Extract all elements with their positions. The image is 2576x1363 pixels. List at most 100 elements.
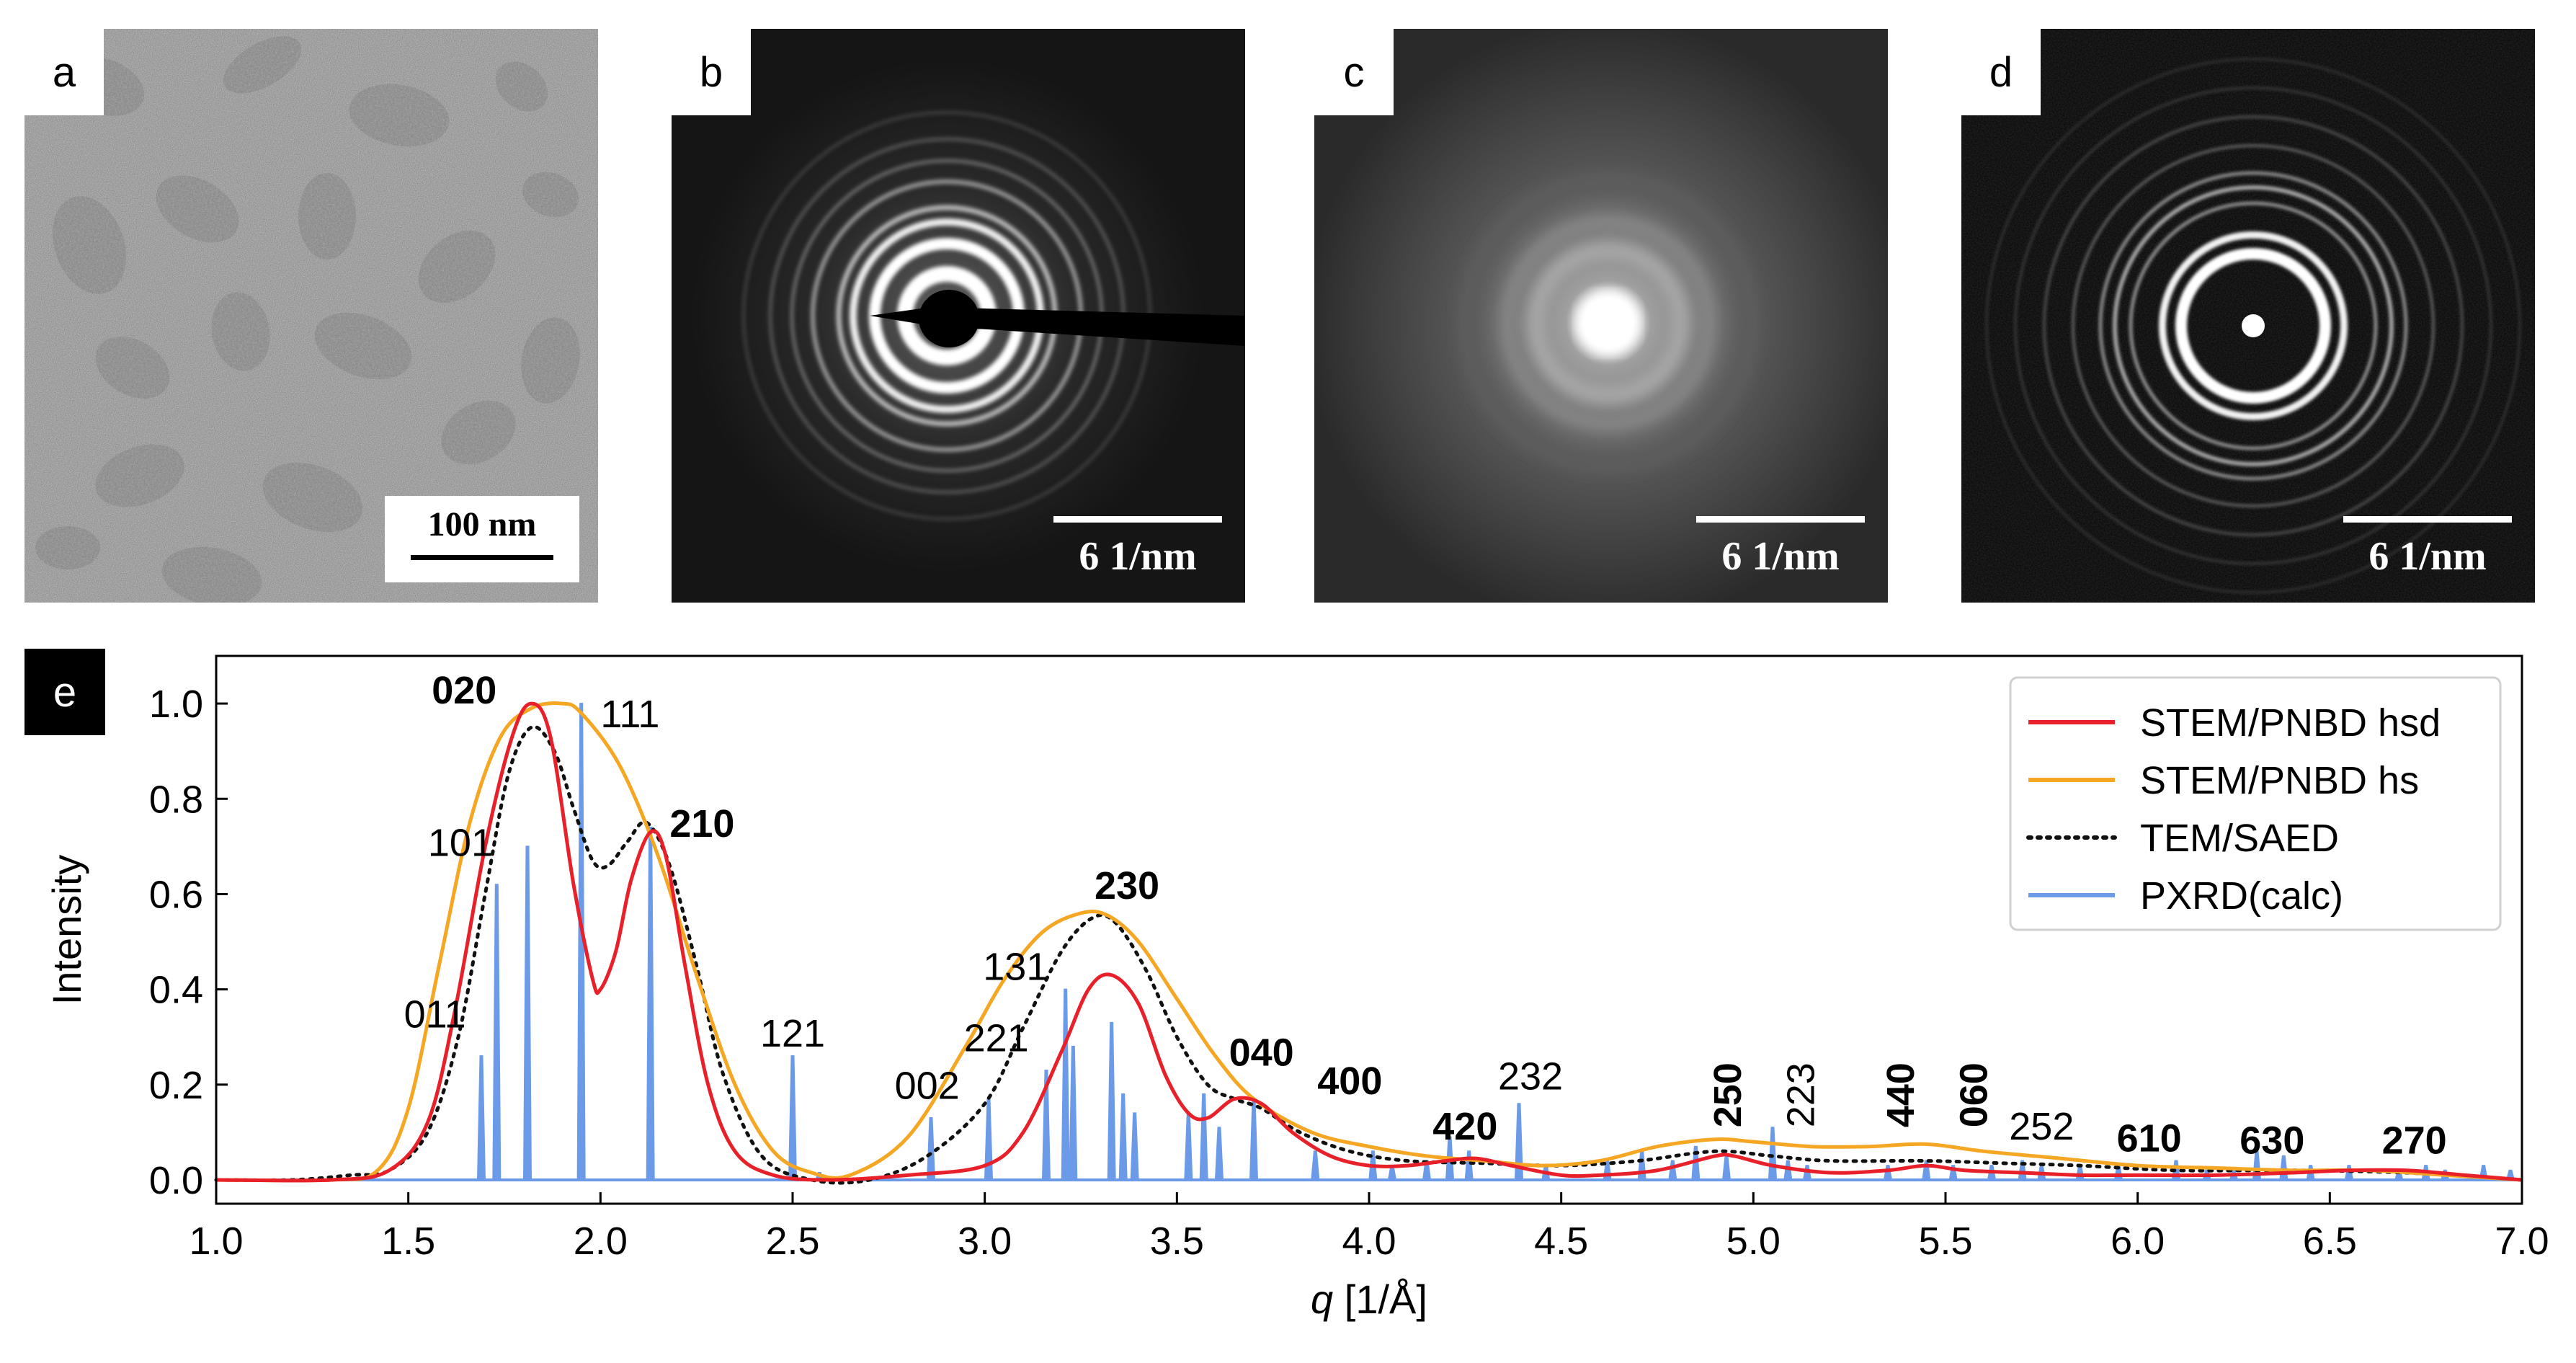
panel-a-tem-image: a 100 nm xyxy=(24,29,598,603)
nanoparticle xyxy=(95,337,170,399)
peak-label: 440 xyxy=(1879,1062,1922,1127)
peak-label: 101 xyxy=(428,822,493,865)
y-tick-label: 1.0 xyxy=(149,683,203,726)
x-tick-label: 3.5 xyxy=(1150,1220,1204,1263)
peak-label: 121 xyxy=(760,1012,825,1055)
pxrd-peak xyxy=(1464,1150,1474,1181)
peak-label: 230 xyxy=(1095,864,1159,907)
nanoparticle xyxy=(441,400,516,465)
peak-label: 420 xyxy=(1432,1105,1497,1148)
x-tick-label: 6.5 xyxy=(2303,1220,2357,1263)
pxrd-peak xyxy=(1107,1021,1116,1181)
y-tick-label: 0.2 xyxy=(149,1064,203,1107)
series-line-2 xyxy=(214,724,2524,1185)
peak-label: 223 xyxy=(1779,1062,1822,1127)
nanoparticle xyxy=(495,61,548,112)
nanoparticle xyxy=(349,84,450,147)
panel-a-scalebar-line xyxy=(411,555,553,560)
peak-label: 250 xyxy=(1706,1062,1750,1127)
peak-label: 210 xyxy=(669,802,734,845)
panel-d-scalebar-line xyxy=(2343,516,2512,523)
y-tick-label: 0.4 xyxy=(149,969,203,1012)
nanoparticle xyxy=(35,526,100,569)
pxrd-peak xyxy=(646,826,655,1181)
intensity-profile-chart: 1.0 1.5 2.0 2.5 3.0 3.5 4.0 4.5 5.0 5.5 6.0 6.5 7.0 0… xyxy=(44,654,2549,1322)
peak-label: 610 xyxy=(2117,1116,2182,1160)
panel-b-label: b xyxy=(672,29,751,115)
x-tick-label: 2.0 xyxy=(574,1220,628,1263)
nanoparticle xyxy=(156,175,239,243)
peak-label: 221 xyxy=(964,1017,1029,1060)
y-axis-label: Intensity xyxy=(44,855,89,1005)
pxrd-peak xyxy=(1214,1127,1224,1181)
nanoparticle xyxy=(521,317,580,404)
x-tick-label: 1.0 xyxy=(189,1220,243,1263)
pxrd-peak xyxy=(1069,1045,1078,1181)
panel-c-scalebar-line xyxy=(1696,516,1865,523)
y-tick-label: 0.6 xyxy=(149,873,203,916)
pxrd-peak xyxy=(788,1055,798,1181)
x-axis-label-symbol: q xyxy=(1311,1277,1333,1322)
saed-rings-image xyxy=(672,29,1245,603)
x-tick-label: 3.0 xyxy=(958,1220,1012,1263)
nanoparticle xyxy=(522,172,579,218)
y-tick-label: 0.8 xyxy=(149,778,203,821)
processed-rings-image xyxy=(1961,29,2535,603)
plot-frame xyxy=(215,654,2523,1205)
panel-a-scalebar-text: 100 nm xyxy=(427,505,537,543)
pxrd-peak xyxy=(1311,1150,1320,1181)
pxrd-peak xyxy=(1922,1160,1931,1181)
series-lines xyxy=(214,701,2524,1185)
peak-label: 270 xyxy=(2382,1119,2447,1163)
x-tick-label: 4.5 xyxy=(1534,1220,1588,1263)
peak-label: 020 xyxy=(432,669,496,712)
panel-b-scalebar-text: 6 1/nm xyxy=(1079,534,1197,579)
peak-label: 400 xyxy=(1317,1060,1382,1103)
series-pxrd-calc xyxy=(216,703,2522,1181)
panel-e-label: e xyxy=(24,649,105,735)
x-tick-label: 7.0 xyxy=(2495,1220,2549,1263)
x-tick-label: 6.0 xyxy=(2111,1220,2165,1263)
peak-label: 131 xyxy=(983,945,1048,988)
legend-label: STEM/PNBD hsd xyxy=(2140,701,2441,745)
legend-box xyxy=(2009,676,2502,931)
panel-a-scalebar-box: 100 nm xyxy=(385,496,579,582)
x-axis-label-unit: [1/Å] xyxy=(1333,1277,1427,1322)
y-tick-label: 0.0 xyxy=(149,1159,203,1202)
nanoparticle xyxy=(95,444,184,507)
pxrd-peak xyxy=(1668,1160,1677,1181)
nanoparticle xyxy=(161,546,262,603)
pxrd-peak xyxy=(492,884,502,1181)
peak-label: 630 xyxy=(2239,1119,2304,1163)
panel-c-diffraction-pattern: c 6 1/nm xyxy=(1314,29,1888,603)
pxrd-peak xyxy=(1783,1160,1793,1181)
pxrd-peak xyxy=(1061,988,1070,1181)
nanoparticle xyxy=(418,230,496,303)
legend-label: STEM/PNBD hs xyxy=(2140,759,2419,802)
panel-c-label: c xyxy=(1314,29,1394,115)
pxrd-peak xyxy=(1199,1093,1208,1181)
pxrd-peak xyxy=(522,845,532,1181)
peak-label: 002 xyxy=(895,1065,960,1108)
peak-label: 011 xyxy=(404,993,466,1036)
peak-label: 111 xyxy=(600,693,659,736)
pxrd-peak xyxy=(1249,1098,1259,1181)
legend-label: TEM/SAED xyxy=(2140,817,2339,860)
legend: STEM/PNBD hsd STEM/PNBD hs TEM/SAED PXRD(ca… xyxy=(2009,676,2502,931)
nanoparticle xyxy=(52,196,127,294)
nanoparticle xyxy=(262,462,363,533)
peak-label: 040 xyxy=(1229,1031,1294,1074)
pxrd-peak xyxy=(1721,1155,1732,1181)
pxrd-peak xyxy=(2075,1165,2085,1181)
nanoparticle xyxy=(298,173,356,259)
panel-a-label: a xyxy=(24,29,104,115)
pxrd-peak xyxy=(1768,1127,1778,1181)
nanoparticle xyxy=(211,292,270,371)
pxrd-peak xyxy=(1184,1112,1193,1181)
pxrd-peak xyxy=(984,1098,994,1181)
x-tick-label: 5.0 xyxy=(1726,1220,1781,1263)
legend-label: PXRD(calc) xyxy=(2140,874,2343,918)
x-tick-label: 2.5 xyxy=(765,1220,819,1263)
tem-particles-image xyxy=(24,29,598,603)
